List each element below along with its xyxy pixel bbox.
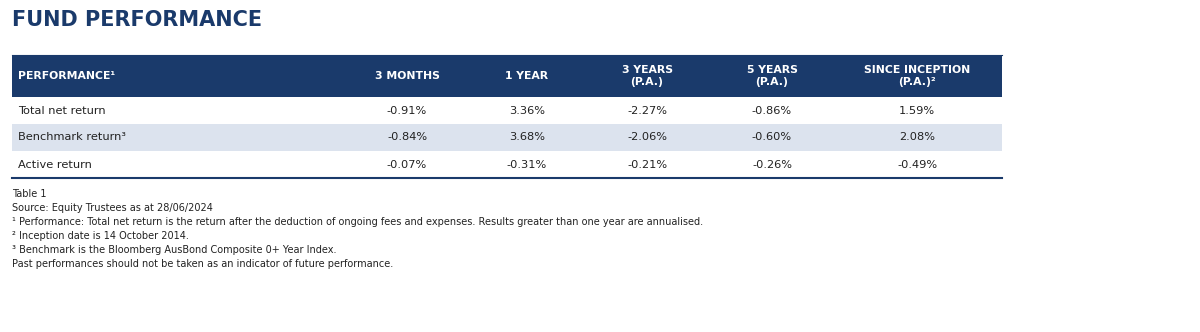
- Text: 3.36%: 3.36%: [509, 106, 545, 116]
- Text: 1.59%: 1.59%: [899, 106, 935, 116]
- Text: -0.84%: -0.84%: [386, 132, 427, 142]
- Text: Total net return: Total net return: [18, 106, 106, 116]
- Text: -0.21%: -0.21%: [626, 159, 667, 170]
- Bar: [12, 97, 1002, 124]
- Text: 2.08%: 2.08%: [899, 132, 935, 142]
- Text: -2.06%: -2.06%: [628, 132, 667, 142]
- Text: Active return: Active return: [18, 159, 92, 170]
- Bar: [12, 151, 1002, 178]
- Text: Table 1: Table 1: [12, 189, 47, 200]
- Text: 3.68%: 3.68%: [509, 132, 545, 142]
- Text: 3 MONTHS: 3 MONTHS: [374, 71, 439, 81]
- Text: ² Inception date is 14 October 2014.: ² Inception date is 14 October 2014.: [12, 231, 188, 241]
- Text: ³ Benchmark is the Bloomberg AusBond Composite 0+ Year Index.: ³ Benchmark is the Bloomberg AusBond Com…: [12, 245, 336, 255]
- Text: -0.86%: -0.86%: [752, 106, 792, 116]
- Text: Source: Equity Trustees as at 28/06/2024: Source: Equity Trustees as at 28/06/2024: [12, 204, 212, 213]
- Text: 1 YEAR: 1 YEAR: [505, 71, 548, 81]
- Text: 3 YEARS
(P.A.): 3 YEARS (P.A.): [622, 65, 672, 87]
- Text: 5 YEARS
(P.A.): 5 YEARS (P.A.): [746, 65, 798, 87]
- Text: -0.49%: -0.49%: [896, 159, 937, 170]
- Text: PERFORMANCE¹: PERFORMANCE¹: [18, 71, 115, 81]
- Text: Past performances should not be taken as an indicator of future performance.: Past performances should not be taken as…: [12, 259, 394, 269]
- Text: -0.26%: -0.26%: [752, 159, 792, 170]
- Text: FUND PERFORMANCE: FUND PERFORMANCE: [12, 10, 262, 30]
- Text: Benchmark return³: Benchmark return³: [18, 132, 126, 142]
- Text: -0.91%: -0.91%: [386, 106, 427, 116]
- Text: ¹ Performance: Total net return is the return after the deduction of ongoing fee: ¹ Performance: Total net return is the r…: [12, 217, 703, 227]
- Text: -0.31%: -0.31%: [506, 159, 547, 170]
- Text: SINCE INCEPTION
(P.A.)²: SINCE INCEPTION (P.A.)²: [864, 65, 970, 87]
- Bar: [12, 55, 1002, 97]
- Text: -0.07%: -0.07%: [386, 159, 427, 170]
- Text: -2.27%: -2.27%: [628, 106, 667, 116]
- Text: -0.60%: -0.60%: [752, 132, 792, 142]
- Bar: [12, 124, 1002, 151]
